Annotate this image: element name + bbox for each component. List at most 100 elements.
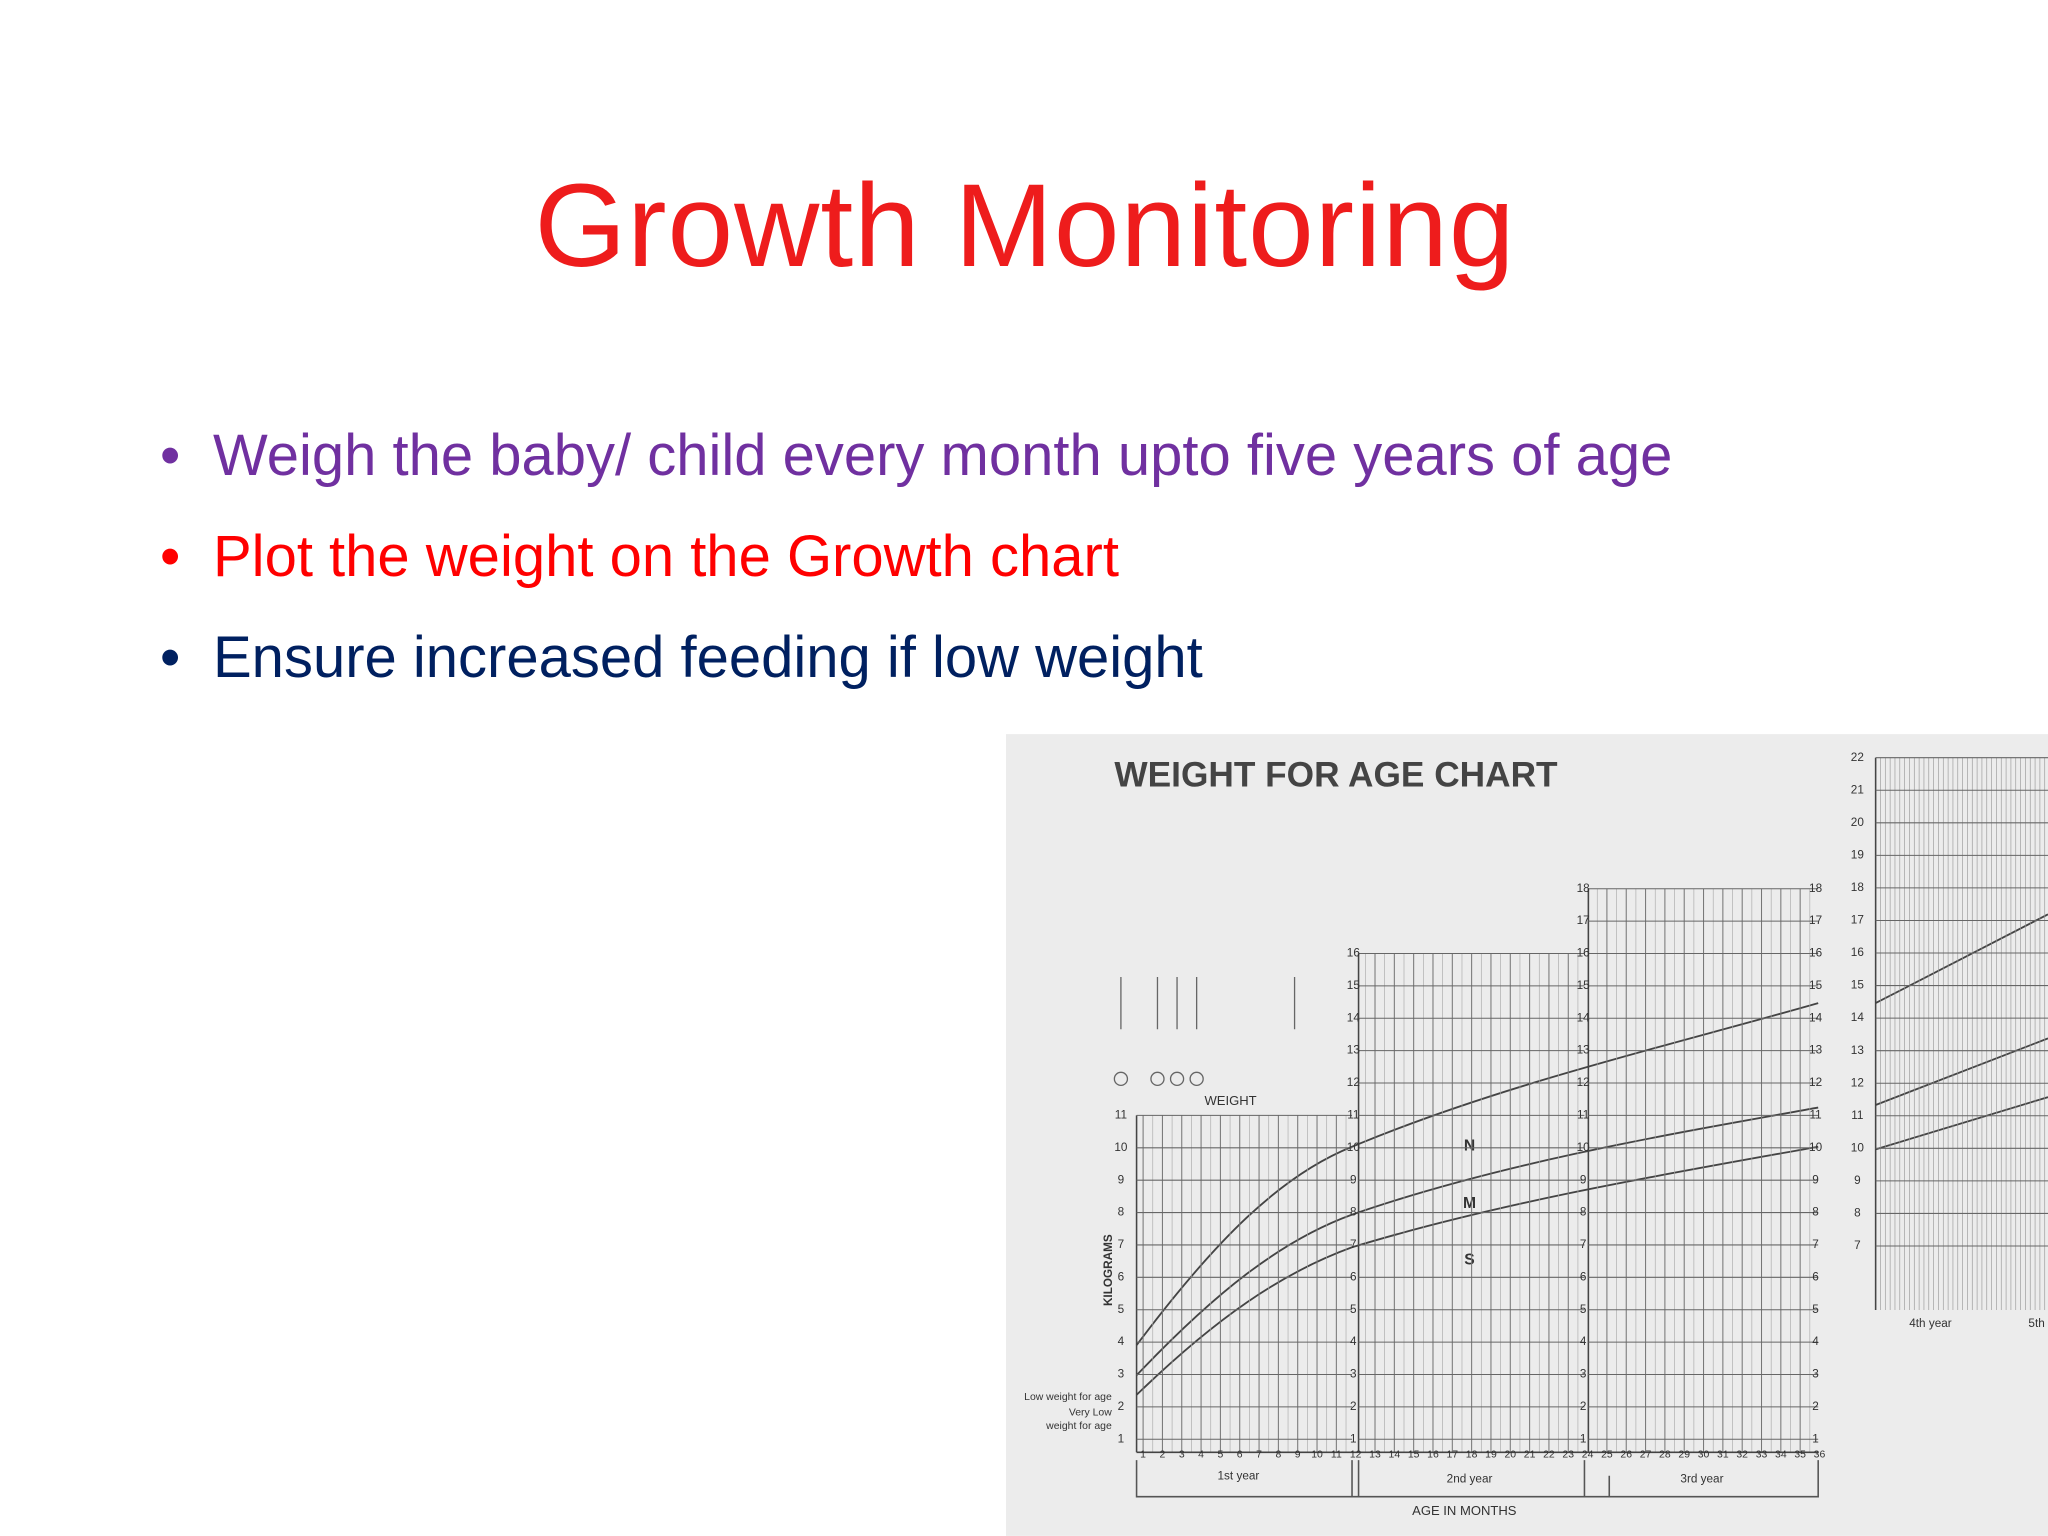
y-tick-label: 11 xyxy=(1809,1109,1821,1122)
y-tick-label: 9 xyxy=(1854,1174,1861,1187)
y-tick-label: 7 xyxy=(1350,1238,1357,1251)
y-tick-label: 22 xyxy=(1851,751,1864,764)
y-tick-label: 11 xyxy=(1115,1109,1127,1122)
y-tick-label: 4 xyxy=(1350,1335,1357,1348)
year-label: 5th xyxy=(2028,1317,2044,1330)
syringe-icons xyxy=(1113,977,1296,1087)
y-tick-label: 2 xyxy=(1350,1400,1357,1413)
y-tick-label: 2 xyxy=(1812,1400,1819,1413)
y-tick-label: 15 xyxy=(1851,979,1865,992)
y-tick-label: 13 xyxy=(1577,1044,1591,1057)
y-tick-label: 10 xyxy=(1347,1141,1361,1154)
y-tick-label: 3 xyxy=(1118,1368,1125,1381)
x-tick-label: 23 xyxy=(1562,1450,1574,1461)
y-tick-label: 7 xyxy=(1812,1238,1819,1251)
y-tick-label: 14 xyxy=(1347,1011,1361,1024)
weight-label: WEIGHT xyxy=(1204,1093,1256,1108)
x-tick-label: 6 xyxy=(1237,1450,1243,1461)
y-tick-label: 13 xyxy=(1851,1044,1865,1057)
x-tick-label: 22 xyxy=(1543,1450,1555,1461)
y-tick-label: 16 xyxy=(1347,947,1361,960)
bullet: Ensure increased feeding if low weight xyxy=(160,607,1672,708)
curve-label: N xyxy=(1464,1138,1475,1155)
y-tick-label: 14 xyxy=(1851,1011,1865,1024)
y-tick-label: 10 xyxy=(1114,1141,1128,1154)
y-tick-label: 9 xyxy=(1812,1173,1819,1186)
y-tick-label: 16 xyxy=(1577,947,1591,960)
x-tick-label: 32 xyxy=(1736,1450,1748,1461)
x-tick-label: 2 xyxy=(1160,1450,1166,1461)
x-tick-label: 29 xyxy=(1678,1450,1690,1461)
x-tick-label: 16 xyxy=(1427,1450,1439,1461)
y-tick-label: 14 xyxy=(1577,1011,1591,1024)
x-tick-label: 1 xyxy=(1140,1450,1146,1461)
year-label: 4th year xyxy=(1909,1317,1952,1330)
y-tick-label: 3 xyxy=(1812,1368,1819,1381)
x-tick-label: 27 xyxy=(1640,1450,1652,1461)
x-axis-label: AGE IN MONTHS xyxy=(1412,1503,1517,1518)
y-tick-label: 9 xyxy=(1580,1173,1587,1186)
very-low-label: Very Low xyxy=(1069,1408,1112,1419)
y-tick-label: 8 xyxy=(1812,1206,1819,1219)
y-tick-label: 4 xyxy=(1812,1335,1819,1348)
y-tick-label: 12 xyxy=(1347,1076,1360,1089)
low-weight-label: Low weight for age xyxy=(1024,1392,1112,1403)
y-tick-label: 7 xyxy=(1854,1239,1861,1252)
year-label: 2nd year xyxy=(1447,1472,1493,1485)
x-tick-label: 5 xyxy=(1218,1450,1224,1461)
y-tick-label: 10 xyxy=(1577,1141,1591,1154)
y-tick-label: 4 xyxy=(1118,1335,1125,1348)
very-low-label: weight for age xyxy=(1045,1421,1112,1432)
y-tick-label: 7 xyxy=(1580,1238,1587,1251)
y-tick-label: 4 xyxy=(1580,1335,1587,1348)
y-tick-label: 8 xyxy=(1350,1206,1357,1219)
y-tick-label: 6 xyxy=(1350,1270,1357,1283)
y-tick-label: 12 xyxy=(1577,1076,1590,1089)
y-tick-label: 8 xyxy=(1854,1207,1861,1220)
y-tick-label: 17 xyxy=(1809,914,1822,927)
x-tick-label: 18 xyxy=(1466,1450,1478,1461)
x-tick-label: 24 xyxy=(1582,1450,1594,1461)
x-tick-label: 8 xyxy=(1275,1450,1281,1461)
y-tick-label: 3 xyxy=(1580,1368,1587,1381)
x-tick-label: 20 xyxy=(1504,1450,1516,1461)
x-tick-label: 9 xyxy=(1295,1450,1301,1461)
slide-title: Growth Monitoring xyxy=(534,160,1516,292)
y-tick-label: 8 xyxy=(1118,1206,1125,1219)
x-tick-label: 31 xyxy=(1717,1450,1729,1461)
y-tick-label: 5 xyxy=(1580,1303,1587,1316)
y-tick-label: 7 xyxy=(1118,1238,1125,1251)
y-tick-label: 6 xyxy=(1812,1270,1819,1283)
image-background xyxy=(1006,734,2048,1536)
y-axis-label: KILOGRAMS xyxy=(1102,1234,1115,1306)
x-tick-label: 19 xyxy=(1485,1450,1497,1461)
x-tick-label: 26 xyxy=(1620,1450,1632,1461)
y-tick-label: 11 xyxy=(1347,1109,1359,1122)
y-tick-label: 18 xyxy=(1809,882,1823,895)
y-tick-label: 19 xyxy=(1851,848,1864,861)
y-tick-label: 9 xyxy=(1350,1173,1357,1186)
x-tick-label: 34 xyxy=(1775,1450,1787,1461)
y-tick-label: 15 xyxy=(1809,979,1823,992)
y-tick-label: 1 xyxy=(1580,1432,1587,1445)
year-label: 1st year xyxy=(1218,1470,1260,1483)
x-tick-label: 36 xyxy=(1814,1450,1826,1461)
y-tick-label: 13 xyxy=(1809,1044,1823,1057)
year-label: 3rd year xyxy=(1680,1472,1723,1485)
x-tick-label: 7 xyxy=(1256,1450,1262,1461)
y-tick-label: 10 xyxy=(1809,1141,1823,1154)
y-tick-label: 18 xyxy=(1577,882,1591,895)
x-tick-label: 35 xyxy=(1794,1450,1806,1461)
x-tick-label: 3 xyxy=(1179,1450,1185,1461)
x-tick-label: 25 xyxy=(1601,1450,1613,1461)
y-tick-label: 15 xyxy=(1577,979,1591,992)
x-tick-label: 12 xyxy=(1350,1450,1362,1461)
weight-chart-image: WEIGHT FOR AGE CHART WEIGHT KILOGRAMS Lo… xyxy=(1006,734,2048,1536)
x-tick-label: 17 xyxy=(1446,1450,1458,1461)
y-tick-label: 20 xyxy=(1851,816,1865,829)
y-tick-label: 2 xyxy=(1118,1400,1125,1413)
y-tick-label: 18 xyxy=(1851,881,1865,894)
y-tick-label: 2 xyxy=(1580,1400,1587,1413)
y-tick-label: 16 xyxy=(1851,946,1865,959)
